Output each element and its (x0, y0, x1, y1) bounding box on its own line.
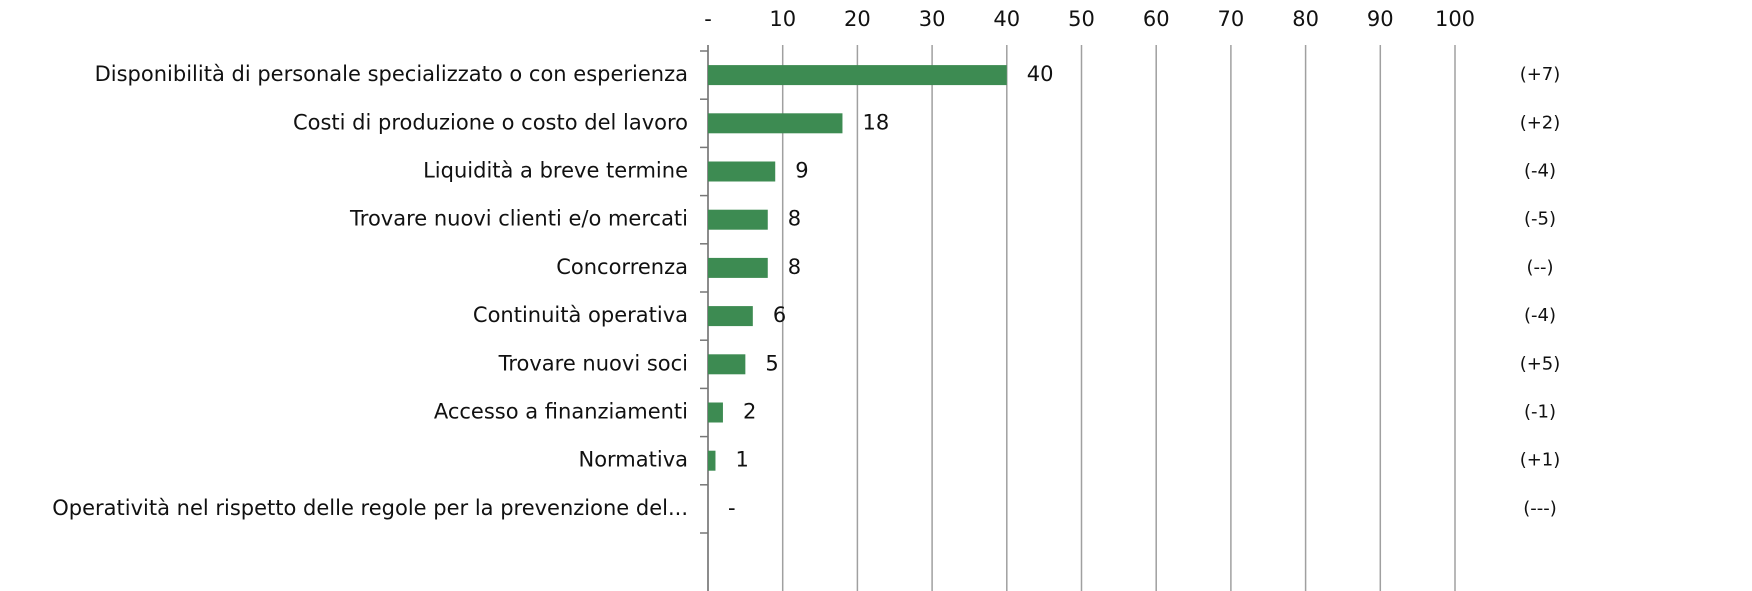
category-label: Costi di produzione o costo del lavoro (293, 110, 688, 134)
category-label: Disponibilità di personale specializzato… (95, 62, 688, 86)
change-label: (-4) (1524, 161, 1556, 182)
change-label: (+2) (1520, 112, 1561, 133)
bar (708, 209, 768, 230)
value-label: 6 (773, 303, 786, 327)
category-label: Concorrenza (556, 255, 688, 279)
category-label: Trovare nuovi clienti e/o mercati (349, 207, 688, 231)
x-tick-label: 80 (1292, 7, 1319, 31)
x-tick-label: - (704, 7, 712, 31)
category-label: Normativa (578, 448, 688, 472)
value-label: 2 (743, 400, 756, 424)
change-label: (-5) (1524, 209, 1556, 230)
value-label: 5 (765, 351, 778, 375)
bar (708, 450, 716, 471)
change-label: (-1) (1524, 402, 1556, 423)
change-label: (-4) (1524, 305, 1556, 326)
change-label: (+7) (1520, 64, 1561, 85)
x-tick-label: 90 (1367, 7, 1394, 31)
change-label: (+1) (1520, 450, 1561, 471)
x-tick-label: 20 (844, 7, 871, 31)
value-label: 9 (795, 159, 808, 183)
x-tick-label: 10 (769, 7, 796, 31)
bar (708, 161, 776, 182)
value-label: 8 (788, 255, 801, 279)
change-label: (---) (1523, 498, 1557, 519)
category-label: Accesso a finanziamenti (434, 400, 688, 424)
category-label: Trovare nuovi soci (498, 351, 688, 375)
bar (708, 402, 723, 423)
value-label: 8 (788, 207, 801, 231)
change-label: (--) (1526, 257, 1553, 278)
category-label: Operatività nel rispetto delle regole pe… (52, 496, 688, 520)
x-tick-label: 70 (1218, 7, 1245, 31)
value-label: - (728, 496, 736, 520)
bar (708, 257, 768, 278)
value-label: 40 (1027, 62, 1054, 86)
bar (708, 113, 843, 134)
x-tick-label: 100 (1435, 7, 1475, 31)
bar (708, 65, 1007, 86)
change-label: (+5) (1520, 353, 1561, 374)
category-label: Liquidità a breve termine (423, 159, 688, 183)
bar (708, 354, 746, 375)
value-label: 1 (735, 448, 748, 472)
x-tick-label: 50 (1068, 7, 1095, 31)
category-label: Continuità operativa (473, 303, 688, 327)
value-label: 18 (862, 110, 889, 134)
x-tick-label: 30 (919, 7, 946, 31)
x-tick-label: 60 (1143, 7, 1170, 31)
bar (708, 306, 753, 327)
x-tick-label: 40 (993, 7, 1020, 31)
